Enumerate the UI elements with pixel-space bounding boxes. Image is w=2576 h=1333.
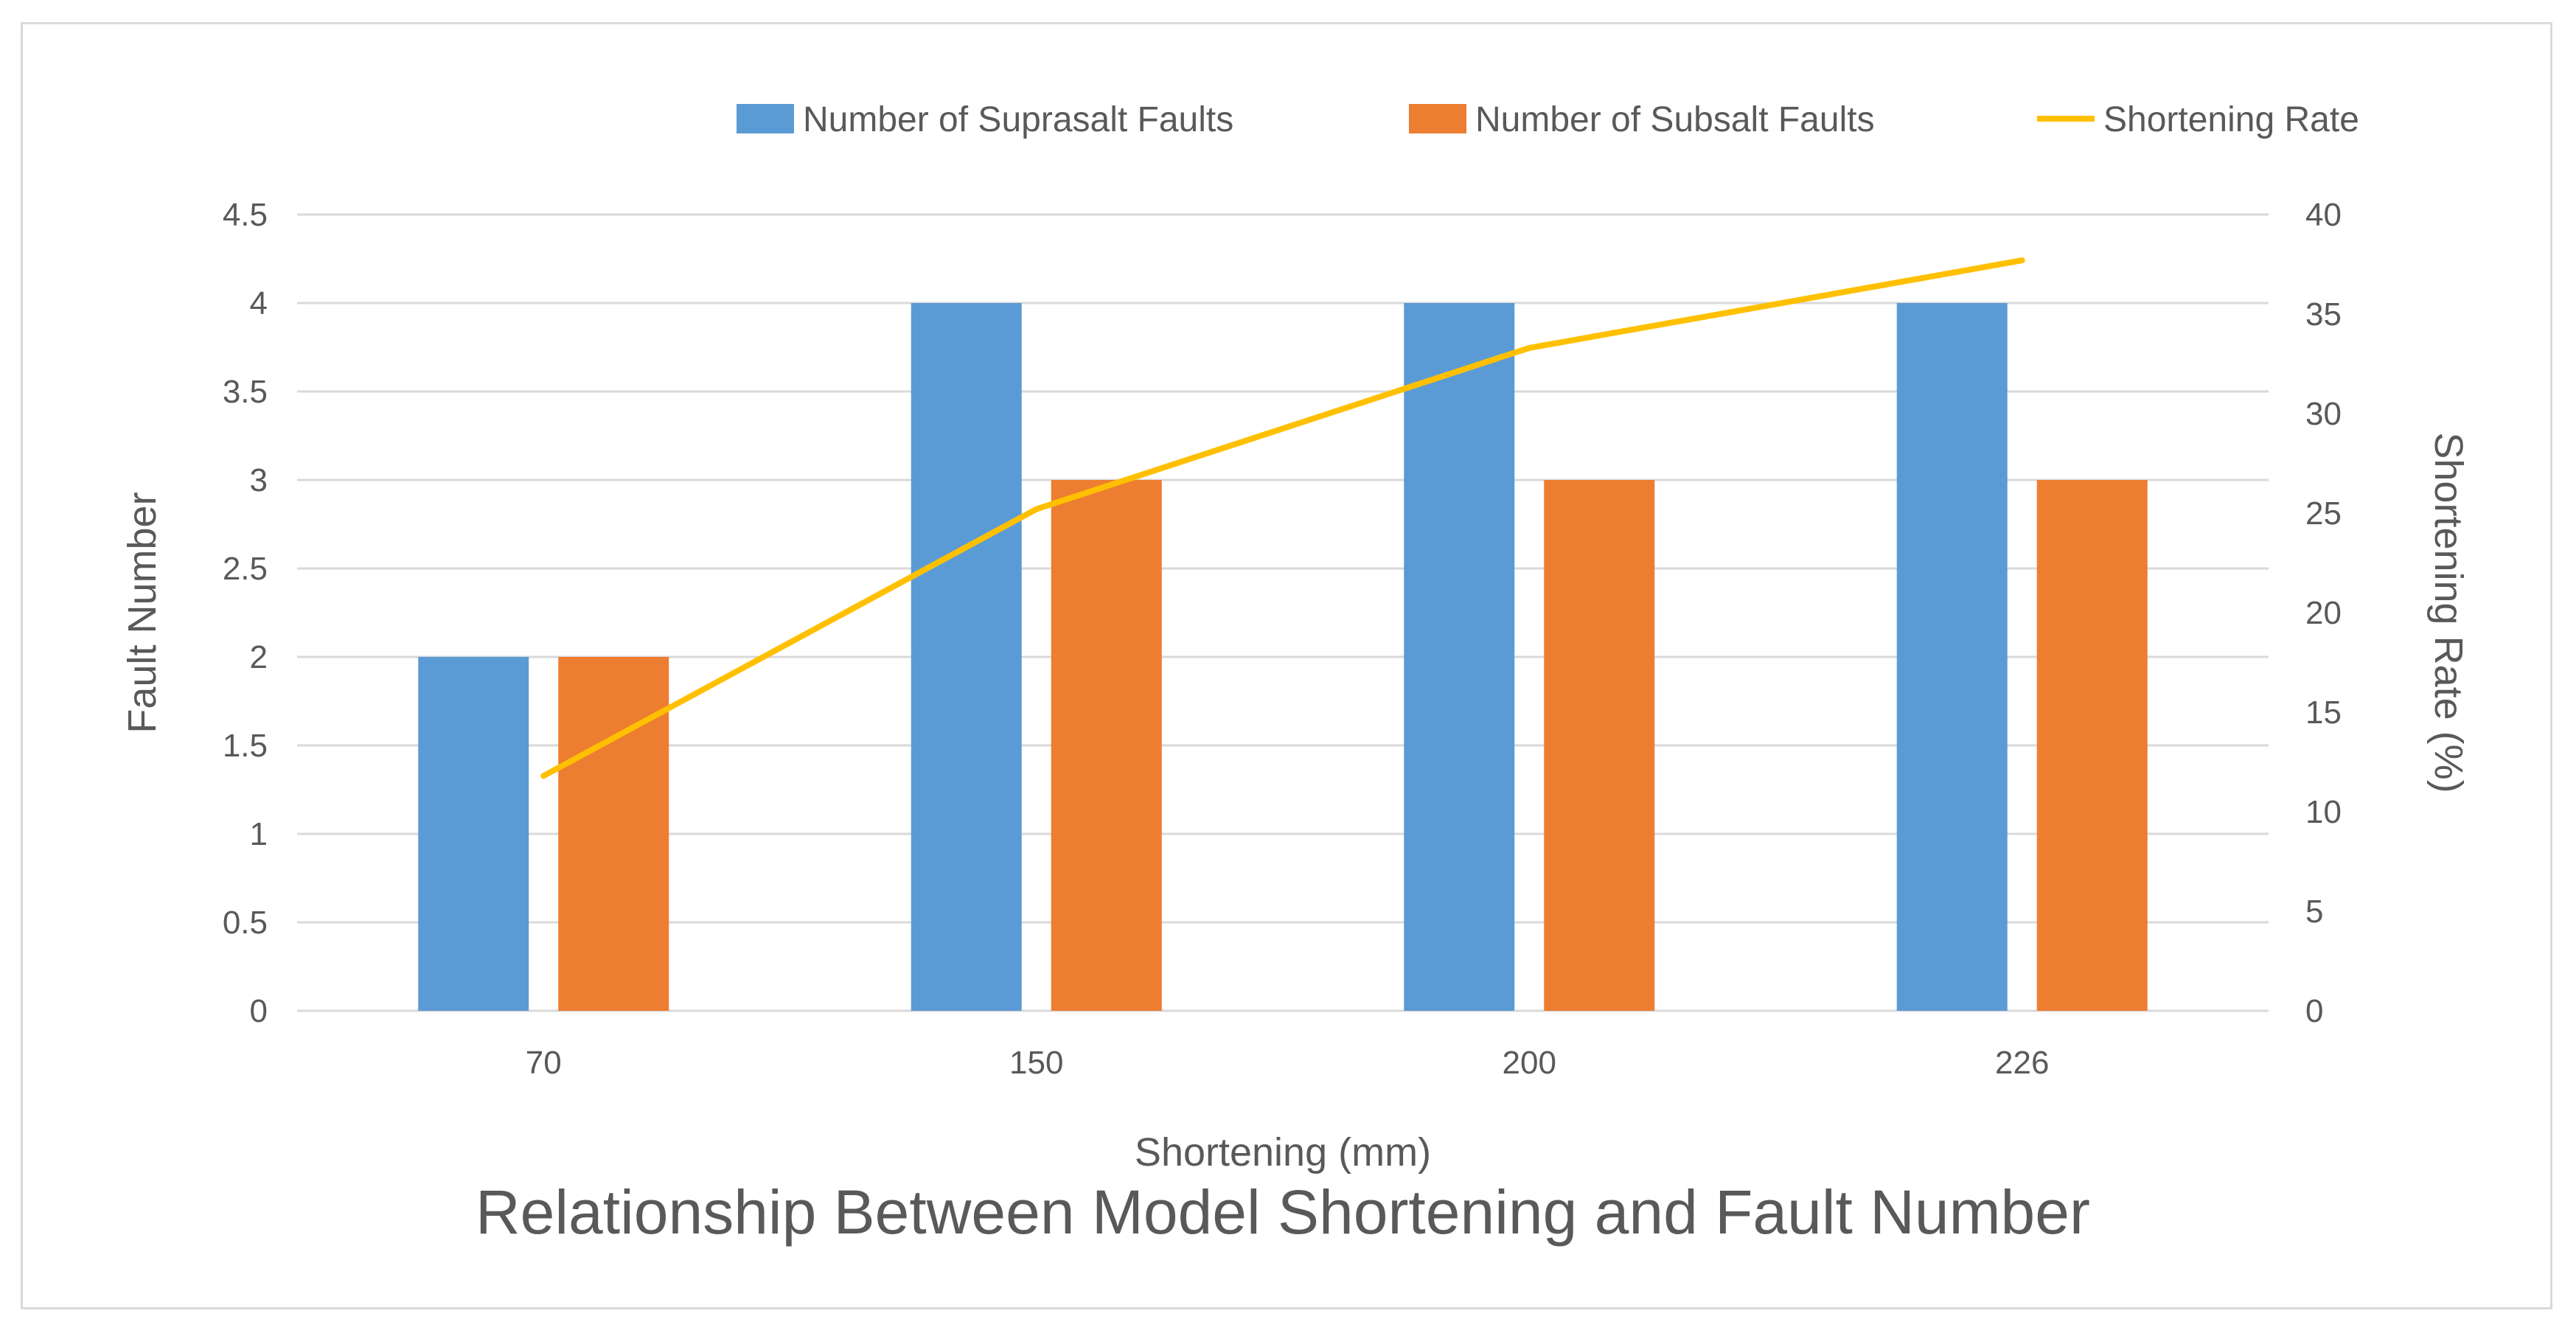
y2-tick-label: 5 [2305, 894, 2323, 930]
y-tick-label: 1 [250, 816, 268, 852]
chart-title: Relationship Between Model Shortening an… [476, 1177, 2090, 1247]
y-tick-label: 4 [250, 285, 268, 321]
suprasalt-bar [1404, 303, 1515, 1011]
chart-svg: 0 0.5 1 1.5 2 2.5 3 3.5 4 4.5 0 5 10 15 20 25 30 35 40 70 15… [120, 100, 2471, 1247]
y-tick-label: 4.5 [223, 197, 268, 233]
y-tick-label: 0 [250, 993, 268, 1029]
y2-tick-label: 10 [2305, 794, 2342, 830]
shortening-rate-point [1528, 347, 1530, 349]
y2-axis-title: Shortening Rate (%) [2426, 432, 2471, 793]
y2-tick-label: 35 [2305, 296, 2342, 333]
y2-tick-label: 20 [2305, 595, 2342, 631]
tick-labels: 0 0.5 1 1.5 2 2.5 3 3.5 4 4.5 0 5 10 15 20 25 30 35 40 70 15… [223, 197, 2342, 1081]
y-tick-label: 2.5 [223, 551, 268, 587]
y-tick-label: 3.5 [223, 374, 268, 410]
subsalt-bar [1051, 480, 1162, 1011]
x-tick-label: 226 [1995, 1045, 2049, 1081]
y2-tick-label: 25 [2305, 495, 2342, 532]
y2-tick-label: 15 [2305, 695, 2342, 731]
legend-label: Number of Subsalt Faults [1475, 100, 1875, 139]
legend-swatch [1409, 104, 1466, 133]
x-axis-title: Shortening (mm) [1135, 1130, 1431, 1174]
legend-label: Number of Suprasalt Faults [803, 100, 1233, 139]
subsalt-bar [1544, 480, 1655, 1011]
bars [418, 303, 2148, 1011]
x-tick-label: 150 [1009, 1045, 1063, 1081]
x-tick-label: 70 [526, 1045, 562, 1081]
y2-tick-label: 0 [2305, 993, 2323, 1029]
y-tick-label: 1.5 [223, 728, 268, 764]
suprasalt-bar [418, 657, 529, 1011]
shortening-rate-polyline [540, 257, 2025, 779]
y-tick-label: 3 [250, 462, 268, 498]
y-tick-label: 2 [250, 639, 268, 675]
suprasalt-bar [1896, 303, 2008, 1011]
legend-label: Shortening Rate [2103, 100, 2359, 139]
y2-tick-label: 30 [2305, 396, 2342, 432]
chart-frame: 0 0.5 1 1.5 2 2.5 3 3.5 4 4.5 0 5 10 15 20 25 30 35 40 70 15… [21, 22, 2552, 1309]
legend-swatch [737, 104, 794, 133]
y2-tick-label: 40 [2305, 197, 2342, 233]
subsalt-bar [2036, 480, 2148, 1011]
suprasalt-bar [911, 303, 1022, 1011]
x-tick-label: 200 [1503, 1045, 1556, 1081]
subsalt-bar [558, 657, 669, 1011]
shortening-rate-line [540, 257, 2025, 779]
y-tick-label: 0.5 [223, 905, 268, 941]
legend: Number of Suprasalt Faults Number of Subs… [737, 100, 2359, 139]
y-axis-title: Fault Number [120, 492, 164, 733]
